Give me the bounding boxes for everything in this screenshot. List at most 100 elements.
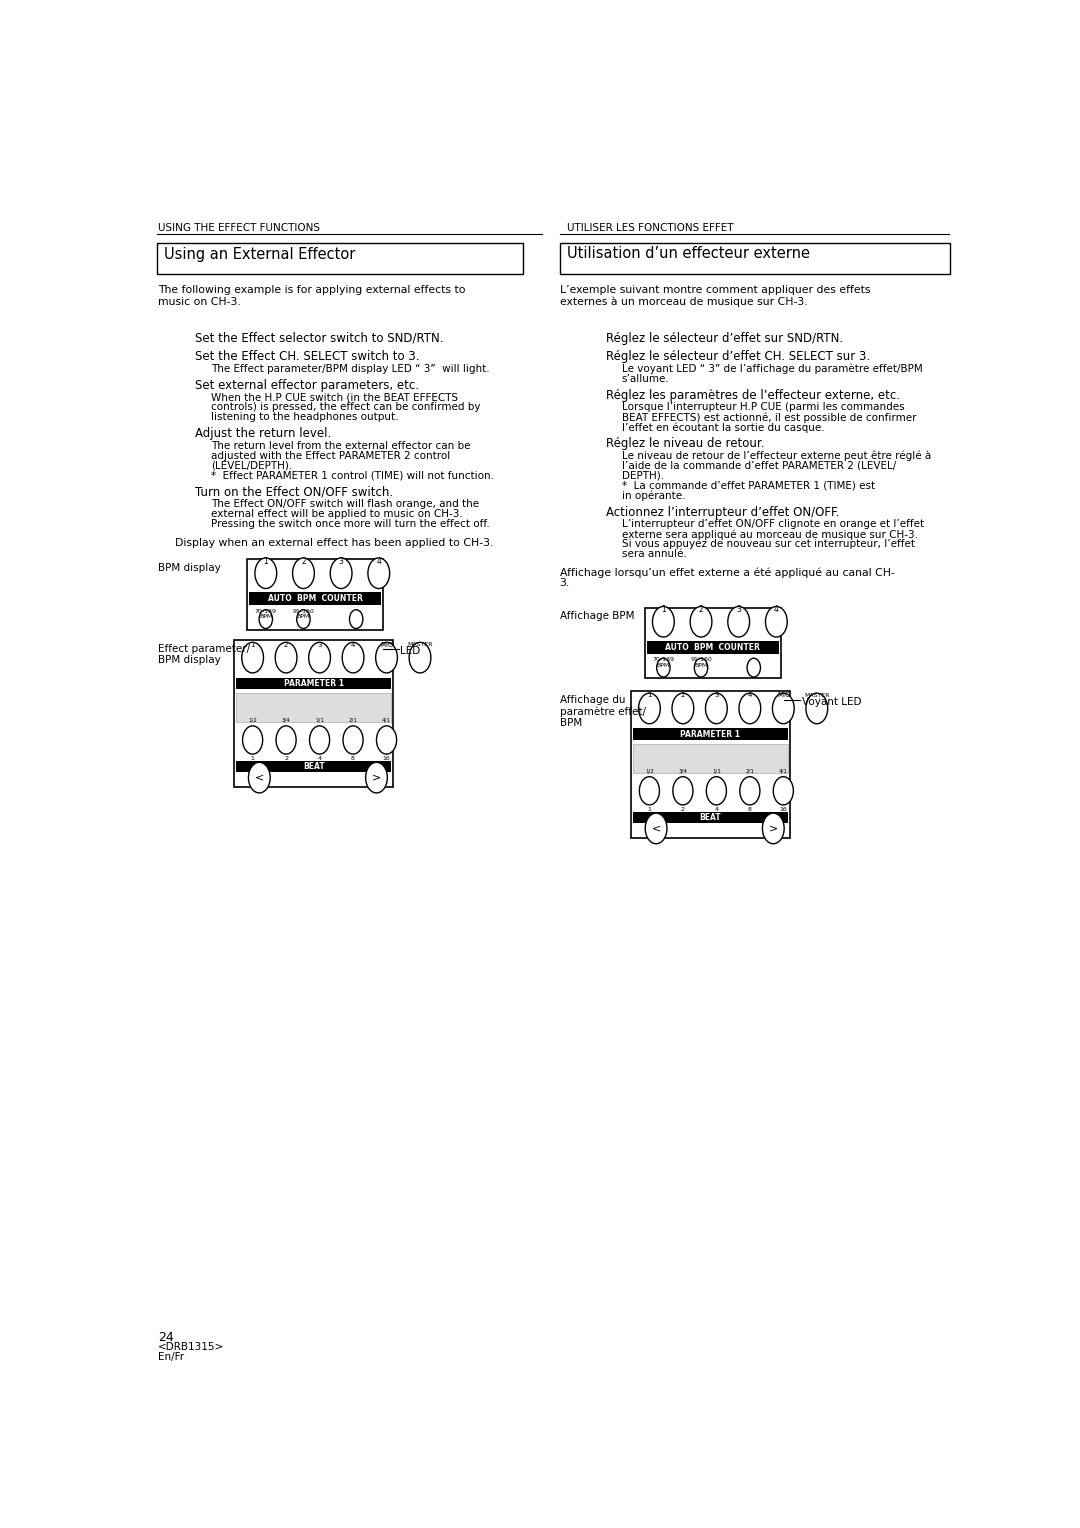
FancyBboxPatch shape [633, 729, 788, 740]
Text: 4: 4 [714, 807, 718, 811]
Text: 2/1: 2/1 [349, 718, 357, 723]
Text: The Effect parameter/BPM display LED “ 3”  will light.: The Effect parameter/BPM display LED “ 3… [211, 364, 489, 373]
Text: PARAMETER 1: PARAMETER 1 [284, 678, 343, 688]
Circle shape [639, 776, 660, 805]
Text: Le voyant LED “ 3” de l’affichage du paramètre effet/BPM: Le voyant LED “ 3” de l’affichage du par… [622, 364, 922, 374]
Text: *  Effect PARAMETER 1 control (TIME) will not function.: * Effect PARAMETER 1 control (TIME) will… [211, 471, 494, 481]
Text: Réglez les paramètres de l’effecteur externe, etc.: Réglez les paramètres de l’effecteur ext… [606, 390, 901, 402]
Text: Voyant LED: Voyant LED [801, 697, 861, 706]
Circle shape [276, 726, 296, 755]
Circle shape [243, 726, 262, 755]
Text: Si vous appuyez de nouveau sur cet interrupteur, l’effet: Si vous appuyez de nouveau sur cet inter… [622, 539, 915, 549]
Text: listening to the headphones output.: listening to the headphones output. [211, 413, 399, 422]
Text: 24: 24 [159, 1331, 174, 1343]
Text: 8: 8 [351, 756, 355, 761]
Text: 2/1: 2/1 [745, 769, 754, 773]
Text: 3: 3 [737, 605, 741, 614]
Text: controls) is pressed, the effect can be confirmed by: controls) is pressed, the effect can be … [211, 402, 481, 413]
Text: 1: 1 [251, 756, 255, 761]
Text: LED: LED [401, 646, 420, 656]
Circle shape [409, 642, 431, 672]
Circle shape [762, 813, 784, 843]
Text: MASTER: MASTER [805, 694, 829, 698]
Text: external effect will be applied to music on CH-3.: external effect will be applied to music… [211, 509, 462, 520]
Circle shape [376, 642, 397, 672]
Text: 4: 4 [318, 756, 322, 761]
Text: 2: 2 [284, 642, 288, 648]
Text: adjusted with the Effect PARAMETER 2 control: adjusted with the Effect PARAMETER 2 con… [211, 451, 450, 460]
Text: s’allume.: s’allume. [622, 373, 670, 384]
Text: AUTO  BPM  COUNTER: AUTO BPM COUNTER [665, 643, 760, 651]
Text: l’aide de la commande d’effet PARAMETER 2 (LEVEL/: l’aide de la commande d’effet PARAMETER … [622, 460, 896, 471]
Text: MIC: MIC [380, 642, 393, 648]
Text: 1: 1 [647, 692, 651, 698]
Text: 8: 8 [748, 807, 752, 811]
Circle shape [690, 607, 712, 637]
Text: Set the Effect selector switch to SND/RTN.: Set the Effect selector switch to SND/RT… [195, 332, 444, 345]
Text: When the H.P CUE switch (in the BEAT EFFECTS: When the H.P CUE switch (in the BEAT EFF… [211, 393, 458, 402]
FancyBboxPatch shape [247, 559, 383, 630]
Text: 2: 2 [680, 692, 685, 698]
Text: Actionnez l’interrupteur d’effet ON/OFF.: Actionnez l’interrupteur d’effet ON/OFF. [606, 506, 840, 520]
Circle shape [377, 726, 396, 755]
Text: 4/1: 4/1 [779, 769, 787, 773]
Text: Adjust the return level.: Adjust the return level. [195, 428, 332, 440]
Circle shape [310, 726, 329, 755]
Circle shape [739, 694, 760, 724]
FancyBboxPatch shape [633, 744, 788, 773]
Circle shape [652, 607, 674, 637]
Text: Réglez le sélecteur d’effet CH. SELECT sur 3.: Réglez le sélecteur d’effet CH. SELECT s… [606, 350, 870, 364]
Text: 91-160
BPM: 91-160 BPM [690, 657, 712, 668]
Circle shape [330, 558, 352, 588]
Text: MIC: MIC [777, 692, 789, 698]
Text: Le niveau de retour de l’effecteur externe peut être réglé à: Le niveau de retour de l’effecteur exter… [622, 451, 931, 461]
Circle shape [368, 558, 390, 588]
Text: 16: 16 [780, 807, 787, 811]
Text: 2: 2 [699, 605, 703, 614]
Text: 1: 1 [251, 642, 255, 648]
Text: Affichage BPM: Affichage BPM [559, 611, 634, 622]
Text: Réglez le sélecteur d’effet sur SND/RTN.: Réglez le sélecteur d’effet sur SND/RTN. [606, 332, 843, 345]
Text: MASTER: MASTER [407, 642, 433, 648]
Text: Turn on the Effect ON/OFF switch.: Turn on the Effect ON/OFF switch. [195, 486, 393, 500]
Text: <: < [255, 773, 264, 782]
Text: 2: 2 [301, 558, 306, 565]
Circle shape [747, 659, 760, 677]
Text: 2: 2 [284, 756, 288, 761]
Text: <DRB1315>: <DRB1315> [159, 1342, 225, 1352]
Circle shape [705, 694, 727, 724]
Text: 1/1: 1/1 [712, 769, 720, 773]
Circle shape [242, 642, 264, 672]
FancyBboxPatch shape [235, 692, 391, 723]
FancyBboxPatch shape [235, 677, 391, 689]
Text: 2: 2 [680, 807, 685, 811]
Text: 1/1: 1/1 [315, 718, 324, 723]
Circle shape [672, 694, 693, 724]
Text: AUTO  BPM  COUNTER: AUTO BPM COUNTER [268, 594, 363, 604]
Text: 1: 1 [264, 558, 268, 565]
Text: Using an External Effector: Using an External Effector [164, 246, 355, 261]
Text: 3: 3 [714, 692, 718, 698]
Text: 16: 16 [382, 756, 390, 761]
Text: >: > [769, 824, 778, 833]
Text: 3.: 3. [559, 578, 570, 588]
FancyBboxPatch shape [645, 608, 781, 678]
Text: 4: 4 [351, 642, 355, 648]
Circle shape [694, 659, 707, 677]
Text: >: > [372, 773, 381, 782]
Text: Affichage du
paramètre effet/
BPM: Affichage du paramètre effet/ BPM [559, 695, 646, 729]
Text: 70-139
BPM: 70-139 BPM [255, 608, 276, 619]
Text: 1/2: 1/2 [645, 769, 653, 773]
Text: BEAT EFFECTS) est actionné, il est possible de confirmer: BEAT EFFECTS) est actionné, il est possi… [622, 413, 916, 423]
FancyBboxPatch shape [235, 761, 391, 772]
Text: (LEVEL/DEPTH).: (LEVEL/DEPTH). [211, 460, 293, 471]
Text: 4: 4 [376, 558, 381, 565]
Text: l’effet en écoutant la sortie du casque.: l’effet en écoutant la sortie du casque. [622, 422, 824, 432]
Circle shape [766, 607, 787, 637]
Text: externe sera appliqué au morceau de musique sur CH-3.: externe sera appliqué au morceau de musi… [622, 529, 918, 539]
FancyBboxPatch shape [157, 243, 523, 274]
Circle shape [248, 762, 270, 793]
Circle shape [673, 776, 693, 805]
Text: Set external effector parameters, etc.: Set external effector parameters, etc. [195, 379, 419, 393]
Text: 4: 4 [747, 692, 752, 698]
